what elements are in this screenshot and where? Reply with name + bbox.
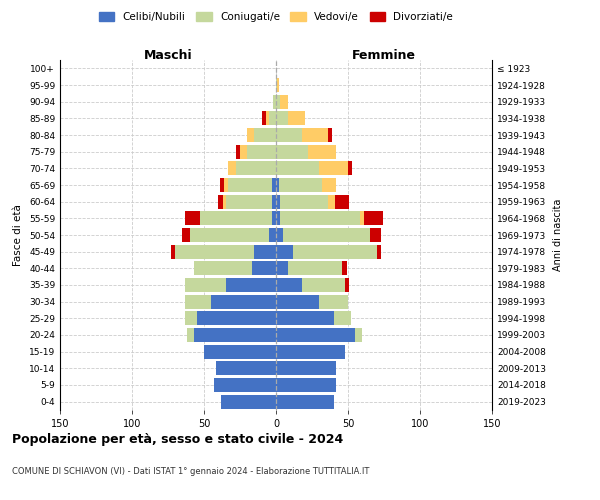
Text: Femmine: Femmine (352, 48, 416, 62)
Bar (287, 261, 342, 276)
Bar (276, 112, 287, 126)
Bar (185, 311, 197, 326)
Bar (194, 261, 251, 276)
Bar (204, 344, 276, 359)
Bar (276, 261, 287, 276)
Bar (322, 178, 337, 192)
Bar (328, 194, 335, 209)
Legend: Celibi/Nubili, Coniugati/e, Vedovi/e, Divorziati/e: Celibi/Nubili, Coniugati/e, Vedovi/e, Di… (95, 8, 457, 26)
Bar (272, 178, 276, 192)
Bar (276, 294, 319, 308)
Bar (185, 211, 200, 226)
Bar (364, 211, 383, 226)
Bar (276, 94, 280, 109)
Bar (302, 128, 328, 142)
Bar (182, 228, 190, 242)
Bar (211, 294, 276, 308)
Bar (276, 194, 280, 209)
Bar (194, 328, 276, 342)
Bar (236, 162, 276, 175)
Bar (197, 311, 276, 326)
Bar (273, 94, 276, 109)
Bar (276, 128, 302, 142)
Bar (283, 228, 370, 242)
Bar (342, 261, 347, 276)
Text: COMUNE DI SCHIAVON (VI) - Dati ISTAT 1° gennaio 2024 - Elaborazione TUTTITALIA.I: COMUNE DI SCHIAVON (VI) - Dati ISTAT 1° … (12, 468, 370, 476)
Bar (328, 128, 332, 142)
Bar (276, 278, 302, 292)
Bar (287, 112, 305, 126)
Bar (276, 328, 355, 342)
Bar (262, 112, 266, 126)
Bar (319, 294, 348, 308)
Bar (279, 178, 322, 192)
Bar (272, 194, 276, 209)
Bar (251, 261, 276, 276)
Bar (175, 244, 254, 259)
Y-axis label: Anni di nascita: Anni di nascita (553, 199, 563, 271)
Bar (240, 144, 247, 159)
Text: Popolazione per età, sesso e stato civile - 2024: Popolazione per età, sesso e stato civil… (12, 432, 343, 446)
Bar (308, 144, 337, 159)
Bar (276, 311, 334, 326)
Bar (269, 228, 276, 242)
Bar (280, 211, 359, 226)
Bar (247, 144, 276, 159)
Bar (223, 194, 226, 209)
Bar (276, 244, 293, 259)
Bar (348, 162, 352, 175)
Bar (276, 344, 345, 359)
Bar (370, 228, 381, 242)
Bar (319, 162, 348, 175)
Bar (220, 178, 224, 192)
Bar (187, 328, 194, 342)
Bar (226, 194, 272, 209)
Bar (254, 128, 276, 142)
Bar (276, 178, 279, 192)
Bar (345, 278, 349, 292)
Bar (276, 378, 337, 392)
Bar (266, 112, 269, 126)
Bar (218, 194, 223, 209)
Bar (293, 244, 377, 259)
Bar (229, 178, 272, 192)
Bar (359, 211, 364, 226)
Bar (229, 162, 236, 175)
Bar (334, 311, 351, 326)
Bar (277, 78, 279, 92)
Text: Maschi: Maschi (143, 48, 193, 62)
Bar (276, 211, 280, 226)
Bar (221, 394, 276, 409)
Bar (276, 162, 319, 175)
Bar (272, 211, 276, 226)
Bar (280, 194, 328, 209)
Bar (214, 378, 276, 392)
Bar (215, 361, 276, 376)
Bar (224, 178, 229, 192)
Bar (335, 194, 349, 209)
Bar (171, 244, 175, 259)
Bar (302, 278, 345, 292)
Bar (226, 278, 276, 292)
Bar (377, 244, 381, 259)
Bar (269, 112, 276, 126)
Bar (276, 361, 337, 376)
Bar (276, 144, 308, 159)
Bar (190, 228, 269, 242)
Bar (355, 328, 362, 342)
Bar (200, 211, 272, 226)
Y-axis label: Fasce di età: Fasce di età (13, 204, 23, 266)
Bar (276, 394, 334, 409)
Bar (247, 128, 254, 142)
Bar (254, 244, 276, 259)
Bar (185, 278, 226, 292)
Bar (280, 94, 287, 109)
Bar (185, 294, 211, 308)
Bar (236, 144, 240, 159)
Bar (276, 78, 277, 92)
Bar (276, 228, 283, 242)
